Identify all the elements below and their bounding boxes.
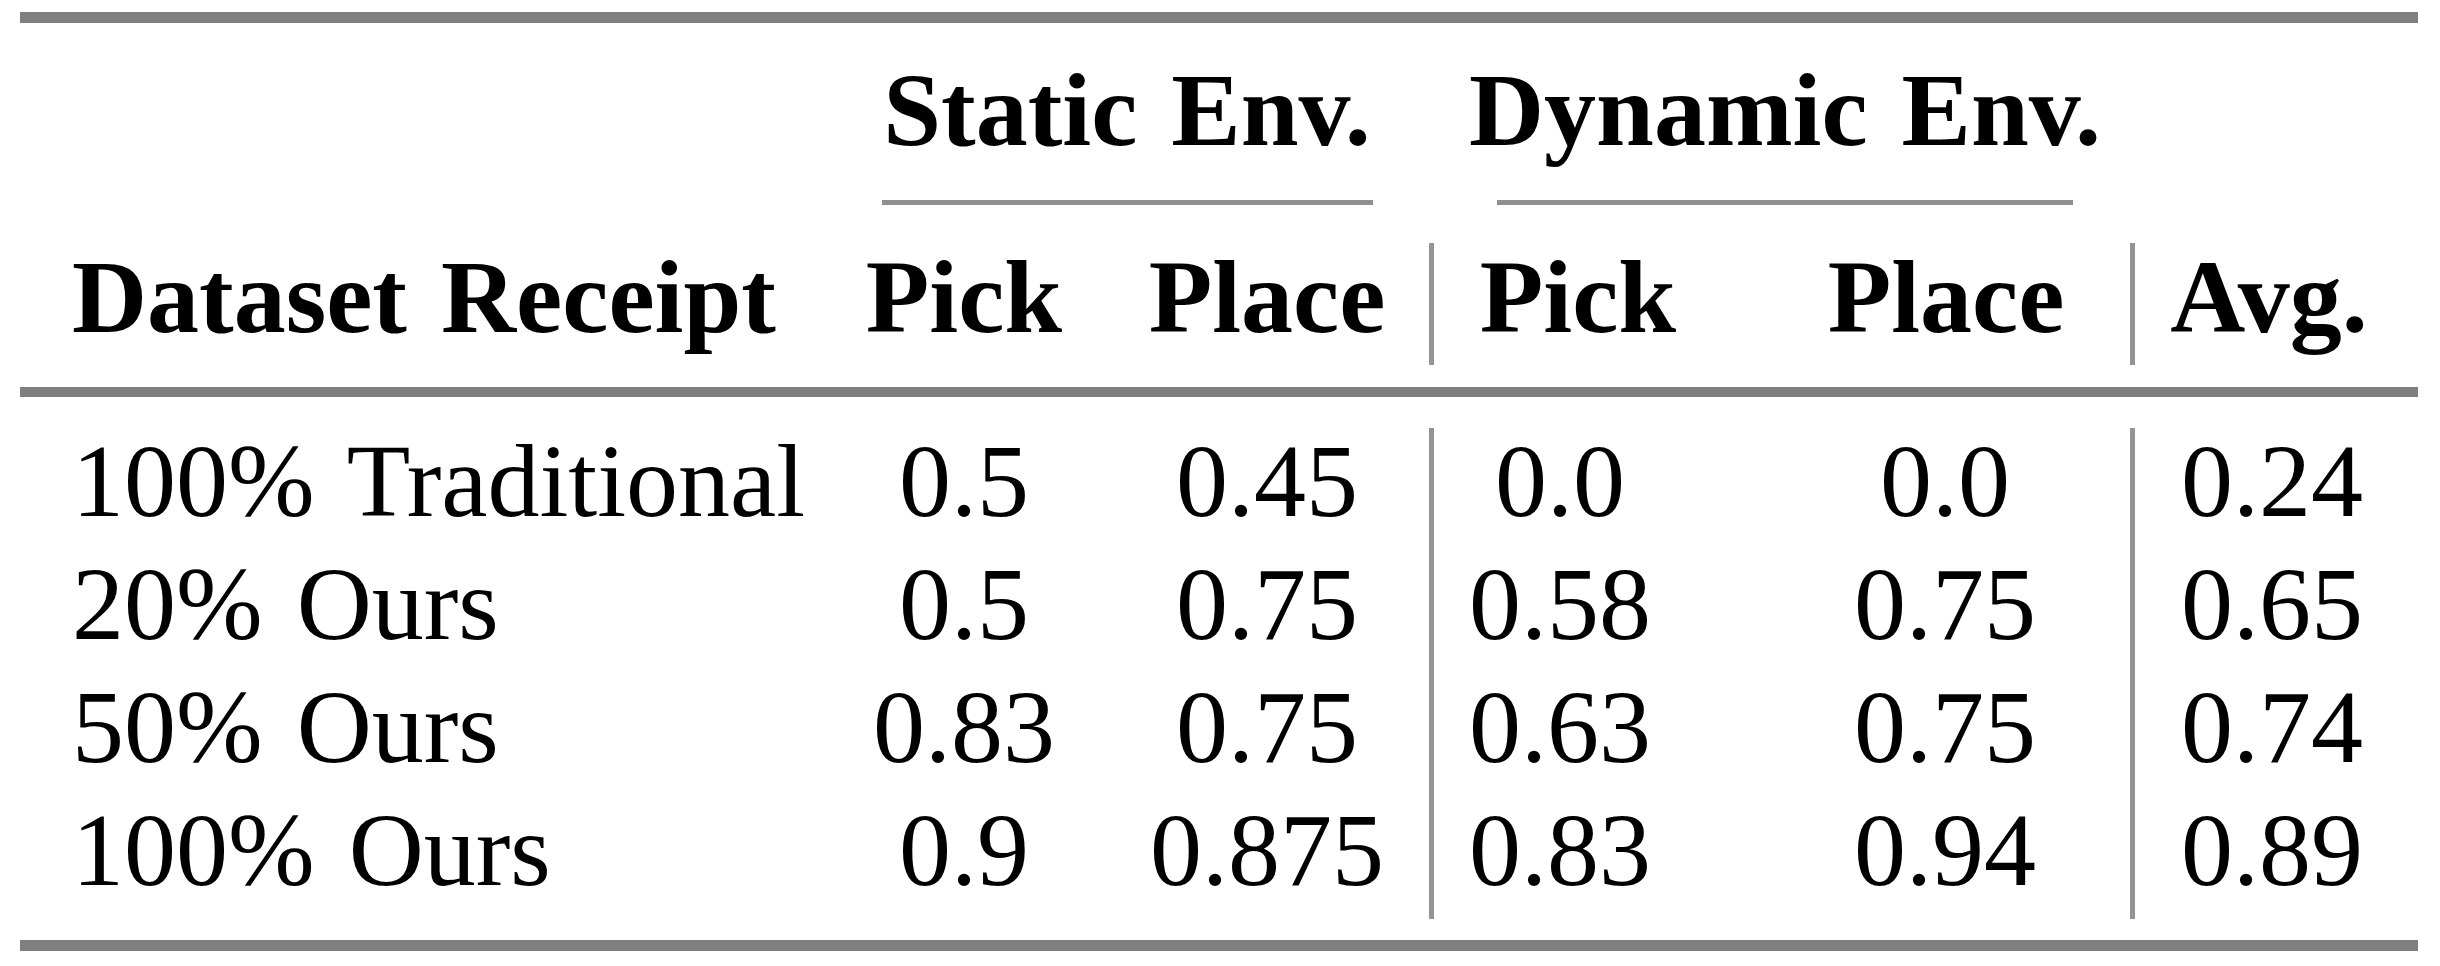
avg-separator-header-segment — [2130, 243, 2135, 365]
header-dynamic-place: Place — [1828, 245, 2065, 349]
cell-static-pick: 0.5 — [899, 429, 1029, 533]
header-static-place: Place — [1149, 245, 1386, 349]
cell-avg: 0.24 — [2181, 429, 2363, 533]
top-rule — [20, 12, 2418, 23]
cell-dynamic-pick: 0.0 — [1495, 429, 1625, 533]
row-label: 20% Ours — [72, 552, 499, 656]
cell-avg: 0.65 — [2181, 552, 2363, 656]
static-env-cmidrule — [882, 200, 1373, 205]
bottom-rule — [20, 940, 2418, 951]
header-dataset-receipt: Dataset Receipt — [72, 245, 776, 349]
cell-dynamic-place: 0.94 — [1854, 798, 2036, 902]
header-avg: Avg. — [2170, 245, 2367, 349]
results-table-figure: Static Env. Dynamic Env. Dataset Receipt… — [0, 0, 2440, 966]
cell-static-place: 0.45 — [1176, 429, 1358, 533]
cell-static-place: 0.75 — [1176, 675, 1358, 779]
col-group-static-env-label: Static Env. — [883, 58, 1371, 162]
group-separator-header-segment — [1429, 243, 1434, 365]
cell-dynamic-pick: 0.63 — [1469, 675, 1651, 779]
cell-static-pick: 0.9 — [899, 798, 1029, 902]
cell-dynamic-pick: 0.58 — [1469, 552, 1651, 656]
cell-dynamic-place: 0.75 — [1854, 675, 2036, 779]
header-dynamic-pick: Pick — [1480, 245, 1676, 349]
header-static-pick: Pick — [866, 245, 1062, 349]
cell-dynamic-pick: 0.83 — [1469, 798, 1651, 902]
avg-separator-body-segment — [2130, 428, 2135, 919]
group-separator-body-segment — [1429, 428, 1434, 919]
cell-dynamic-place: 0.75 — [1854, 552, 2036, 656]
row-label: 50% Ours — [72, 675, 499, 779]
header-mid-rule — [20, 387, 2418, 397]
cell-avg: 0.89 — [2181, 798, 2363, 902]
col-group-dynamic-env-label: Dynamic Env. — [1469, 58, 2101, 162]
cell-static-pick: 0.83 — [873, 675, 1055, 779]
cell-static-place: 0.875 — [1150, 798, 1384, 902]
cell-avg: 0.74 — [2181, 675, 2363, 779]
dynamic-env-cmidrule — [1497, 200, 2073, 205]
row-label: 100% Traditional — [72, 429, 805, 533]
cell-dynamic-place: 0.0 — [1880, 429, 2010, 533]
cell-static-pick: 0.5 — [899, 552, 1029, 656]
cell-static-place: 0.75 — [1176, 552, 1358, 656]
row-label: 100% Ours — [72, 798, 551, 902]
